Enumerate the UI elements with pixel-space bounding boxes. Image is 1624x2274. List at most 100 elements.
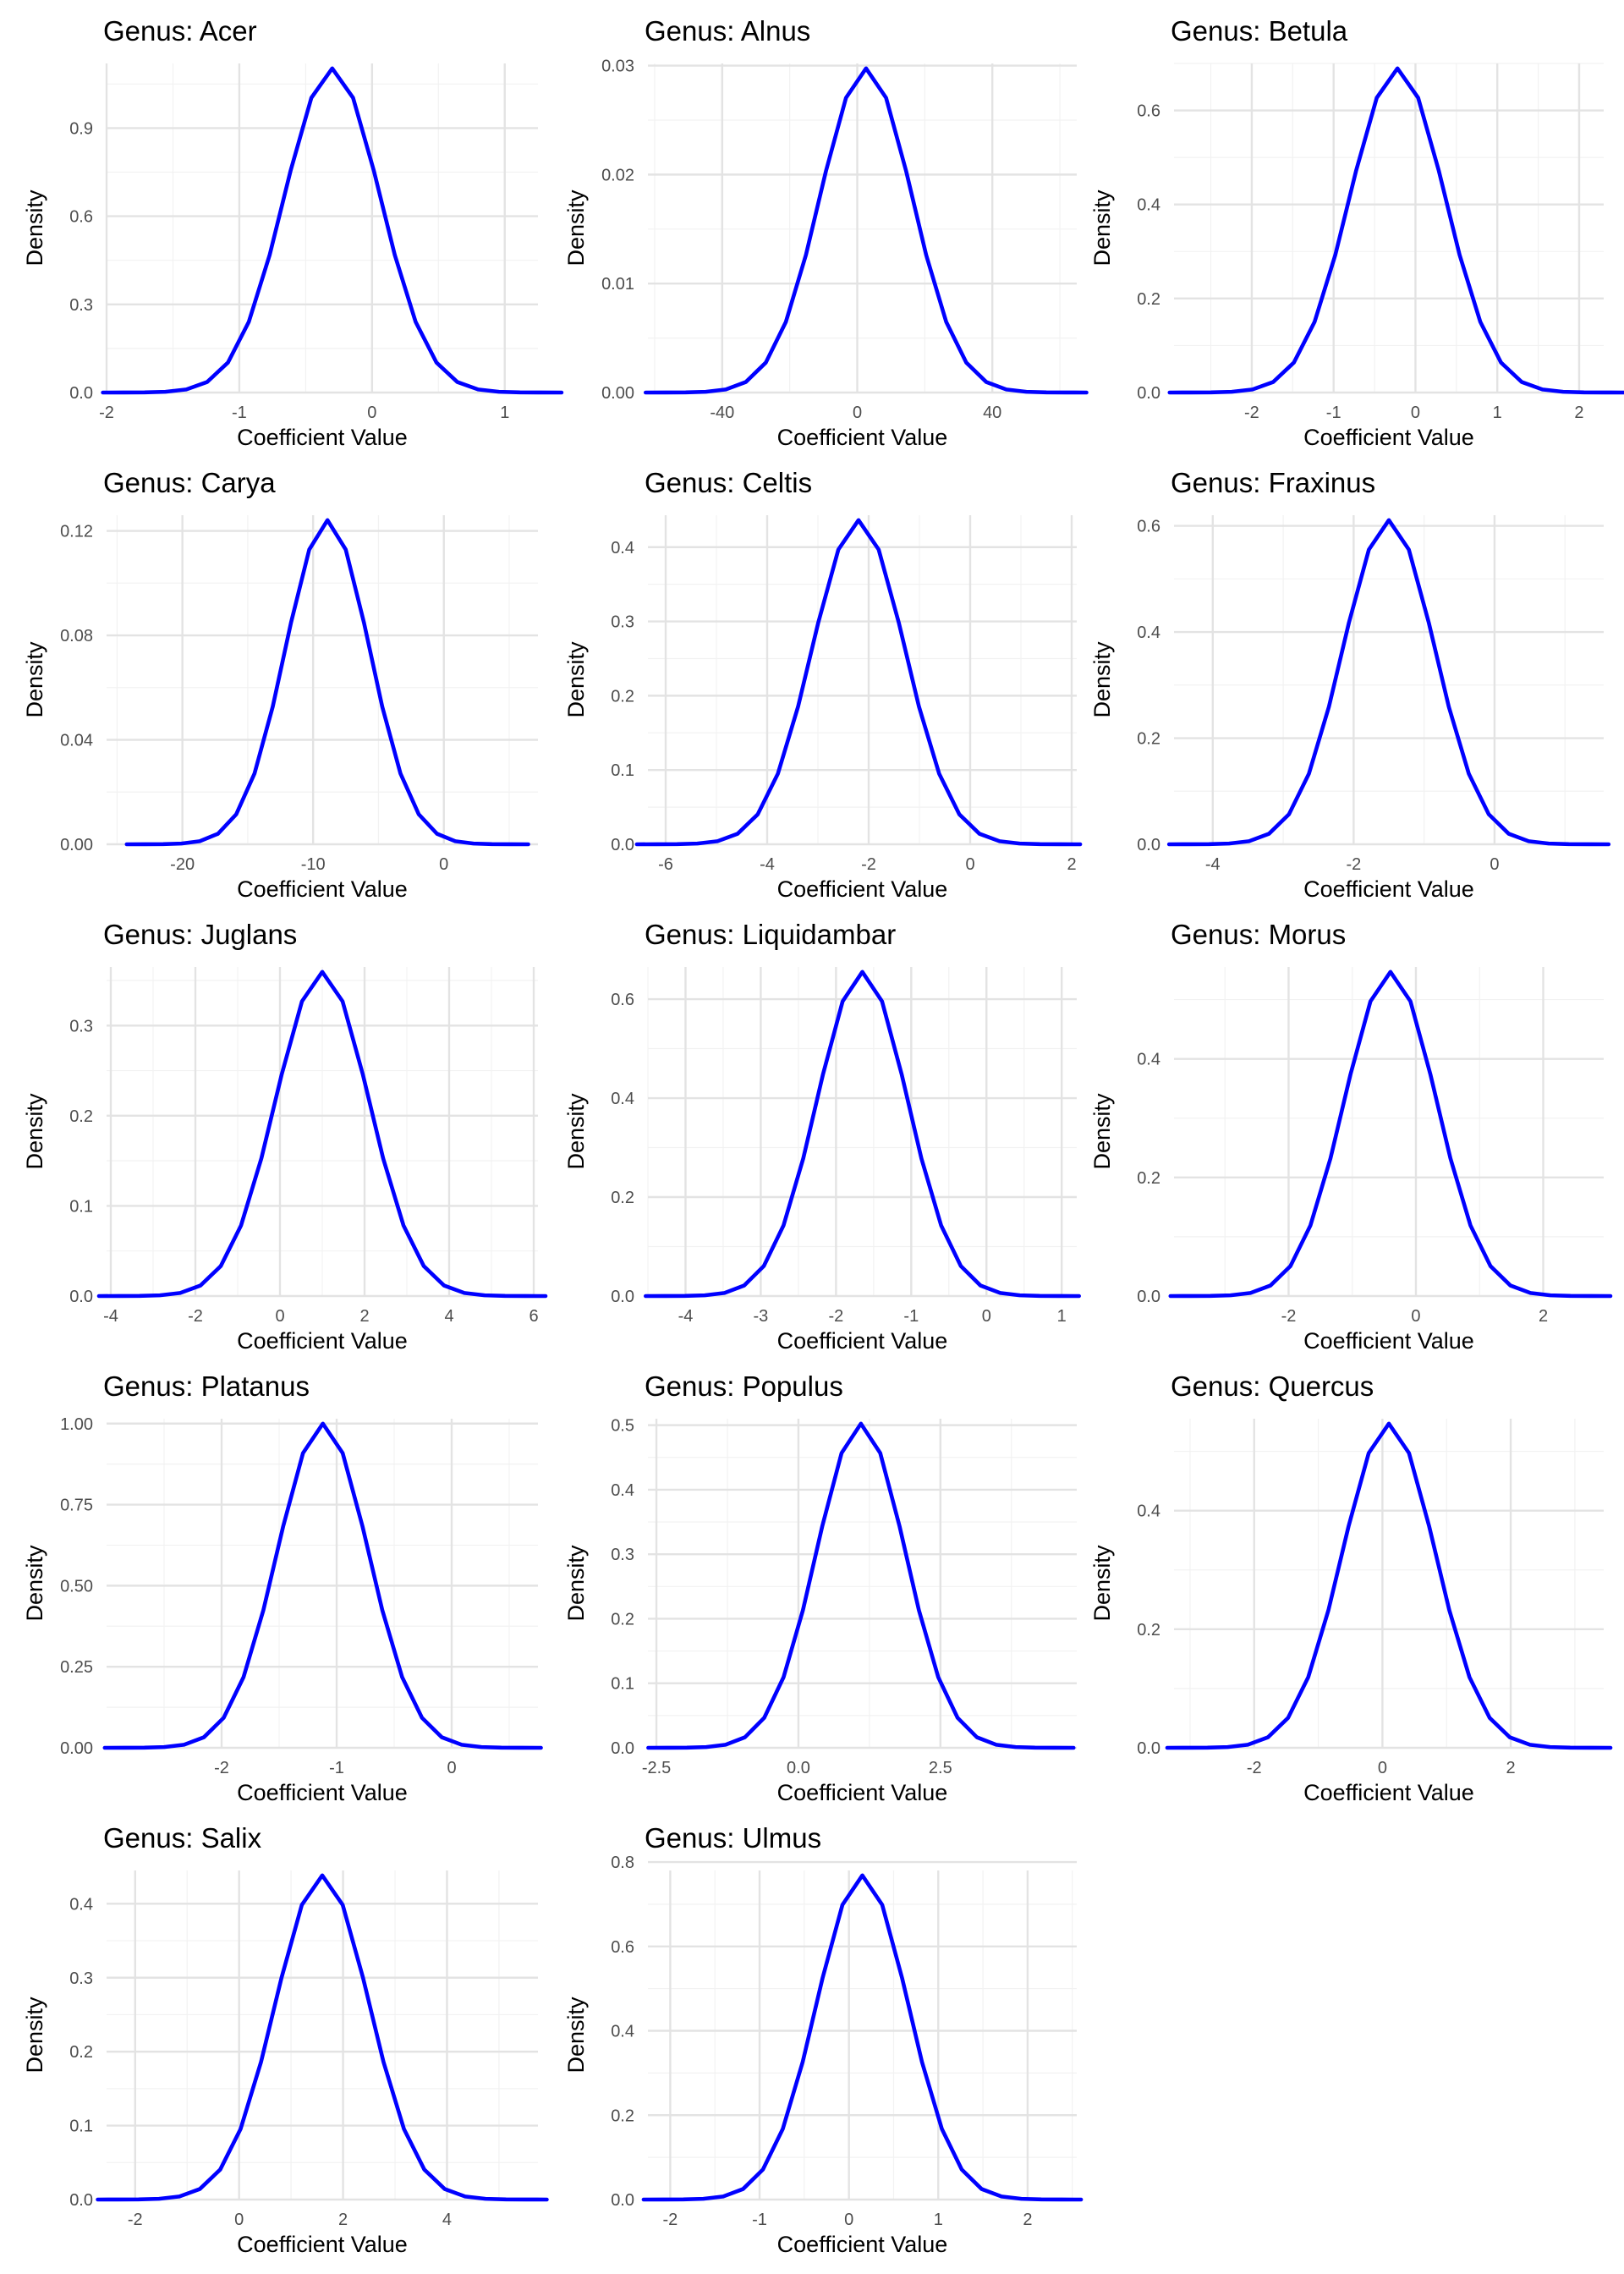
y-axis-title: Density [22, 641, 47, 718]
y-tick-label: 0.04 [60, 732, 93, 750]
x-tick-label: -20 [170, 855, 195, 874]
x-axis-title: Coefficient Value [777, 2232, 948, 2257]
x-tick-label: 0 [234, 2211, 244, 2229]
y-tick-label: 0.3 [69, 296, 93, 315]
y-axis-title: Density [1089, 1093, 1115, 1170]
y-tick-label: 0.6 [1137, 102, 1160, 121]
y-axis-title: Density [563, 1545, 589, 1622]
x-tick-label: 0 [1378, 1759, 1387, 1777]
x-tick-label: 0 [275, 1307, 284, 1326]
y-axis-title: Density [563, 1093, 589, 1170]
x-tick-label: -1 [232, 404, 247, 422]
x-axis-title: Coefficient Value [777, 425, 948, 450]
x-axis-title: Coefficient Value [237, 1780, 408, 1805]
x-tick-label: 0 [982, 1307, 991, 1326]
x-tick-label: -2.5 [642, 1759, 671, 1777]
y-tick-label: 0.6 [611, 991, 634, 1009]
x-tick-label: 0 [447, 1759, 456, 1777]
y-tick-label: 0.0 [1137, 1739, 1160, 1758]
y-axis-title: Density [22, 1545, 47, 1622]
x-tick-label: -2 [99, 404, 114, 422]
density-curve [124, 518, 530, 847]
panel-plot: -2.5 0.0 2.5 0.0 0.1 0.2 0.3 0.4 0.5 Coefficient … [563, 1417, 1077, 1805]
facet-panel: Genus: Salix -2 0 2 4 0.0 0.1 0.2 0.3 0.4 Coeffici… [0, 1807, 549, 2259]
x-tick-label: -1 [903, 1307, 919, 1326]
x-tick-label: 2 [338, 2211, 348, 2229]
y-tick-label: 0.4 [611, 1481, 634, 1500]
panel-title: Genus: Platanus [103, 1370, 310, 1402]
y-tick-label: 0.6 [1137, 518, 1160, 536]
panel-title: Genus: Morus [1171, 919, 1347, 950]
x-tick-label: -2 [188, 1307, 203, 1326]
x-tick-label: 1 [500, 404, 509, 422]
facet-panel: Genus: Ulmus -2 -1 0 1 2 0.0 0.2 0.4 0.6 0.8 Coeffi… [541, 1807, 1084, 2259]
y-axis-title: Density [563, 1997, 589, 2074]
y-tick-label: 0.2 [611, 2106, 634, 2125]
x-axis-title: Coefficient Value [237, 1328, 408, 1354]
density-curve [634, 518, 1083, 847]
density-curve [646, 1421, 1076, 1750]
y-tick-label: 0.1 [69, 2117, 93, 2136]
density-curve [96, 969, 548, 1299]
x-tick-label: -1 [329, 1759, 344, 1777]
panel-plot: -2 -1 0 0.00 0.25 0.50 0.75 1.00 Coefficient Val… [22, 1415, 543, 1805]
x-tick-label: -4 [1205, 855, 1221, 874]
density-curve [101, 66, 564, 395]
y-tick-label: 0.1 [611, 1675, 634, 1694]
panel-plot: -2 -1 0 1 2 0.0 0.2 0.4 0.6 Coefficient Value Dens… [1089, 63, 1624, 450]
panel-title: Genus: Acer [103, 15, 257, 47]
x-axis-title: Coefficient Value [1303, 1780, 1474, 1805]
x-tick-label: -2 [1281, 1307, 1297, 1326]
x-tick-label: 0 [1411, 1307, 1420, 1326]
panel-plot: -4 -2 0 2 4 6 0.0 0.1 0.2 0.3 Coefficient Value Den… [22, 967, 548, 1354]
y-tick-label: 0.2 [611, 1610, 634, 1629]
y-tick-label: 0.0 [611, 1288, 634, 1306]
x-tick-label: 2.5 [929, 1759, 952, 1777]
x-tick-label: -2 [861, 855, 876, 874]
x-tick-label: 1 [934, 2211, 943, 2229]
y-tick-label: 0.03 [601, 58, 634, 76]
y-tick-label: 0.8 [611, 1854, 634, 1872]
x-tick-label: 0 [367, 404, 376, 422]
x-tick-label: -2 [663, 2211, 678, 2229]
x-tick-label: 2 [1539, 1307, 1548, 1326]
y-tick-label: 0.4 [1137, 623, 1160, 642]
y-tick-label: 0.00 [60, 836, 93, 854]
y-tick-label: 0.4 [611, 1090, 634, 1108]
x-tick-label: -3 [754, 1307, 769, 1326]
y-tick-label: 0.2 [1137, 730, 1160, 749]
facet-panel: Genus: Celtis -6 -4 -2 0 2 0.0 0.1 0.2 0.3 0.4 Coef… [541, 452, 1083, 904]
facet-panel: Genus: Quercus -2 0 2 0.0 0.2 0.4 Coefficient V… [1067, 1355, 1613, 1807]
density-curve [96, 1873, 549, 2202]
x-tick-label: -4 [760, 855, 775, 874]
panel-title: Genus: Liquidambar [645, 919, 897, 950]
y-tick-label: 0.0 [69, 2191, 93, 2210]
panel-plot: -40 0 40 0.00 0.01 0.02 0.03 Coefficient Value D… [563, 58, 1089, 450]
density-curve [1165, 1421, 1613, 1750]
panel-plot: -6 -4 -2 0 2 0.0 0.1 0.2 0.3 0.4 Coefficient Value… [563, 515, 1083, 902]
facet-panel: Genus: Morus -2 0 2 0.0 0.2 0.4 Coefficient Val… [1067, 904, 1613, 1355]
facet-panel: Genus: Betula -2 -1 0 1 2 0.0 0.2 0.4 0.6 Coeffici… [1067, 0, 1624, 452]
y-tick-label: 1.00 [60, 1415, 93, 1434]
y-tick-label: 0.0 [1137, 384, 1160, 403]
panel-plot: -2 0 2 4 0.0 0.1 0.2 0.3 0.4 Coefficient Value Den… [22, 1870, 549, 2257]
facet-panel: Genus: Carya -20 -10 0 0.00 0.04 0.08 0.12 Coeff… [0, 452, 541, 904]
x-tick-label: -2 [1247, 1759, 1262, 1777]
panel-title: Genus: Juglans [103, 919, 298, 950]
y-tick-label: 0.0 [611, 836, 634, 854]
y-axis-title: Density [563, 190, 589, 266]
facet-panel: Genus: Platanus -2 -1 0 0.00 0.25 0.50 0.75 1.00… [0, 1355, 543, 1807]
x-tick-label: 0 [965, 855, 974, 874]
facet-panel: Genus: Alnus -40 0 40 0.00 0.01 0.02 0.03 Coeffi… [541, 0, 1089, 452]
y-axis-title: Density [22, 1997, 47, 2074]
density-curve [1168, 969, 1613, 1299]
x-tick-label: 2 [1574, 404, 1583, 422]
x-tick-label: 2 [359, 1307, 369, 1326]
x-tick-label: -40 [710, 404, 734, 422]
x-tick-label: 2 [1067, 855, 1076, 874]
panel-plot: -20 -10 0 0.00 0.04 0.08 0.12 Coefficient Value… [22, 515, 538, 902]
y-tick-label: 0.2 [611, 1189, 634, 1207]
x-tick-label: -1 [1326, 404, 1341, 422]
y-axis-title: Density [22, 1093, 47, 1170]
